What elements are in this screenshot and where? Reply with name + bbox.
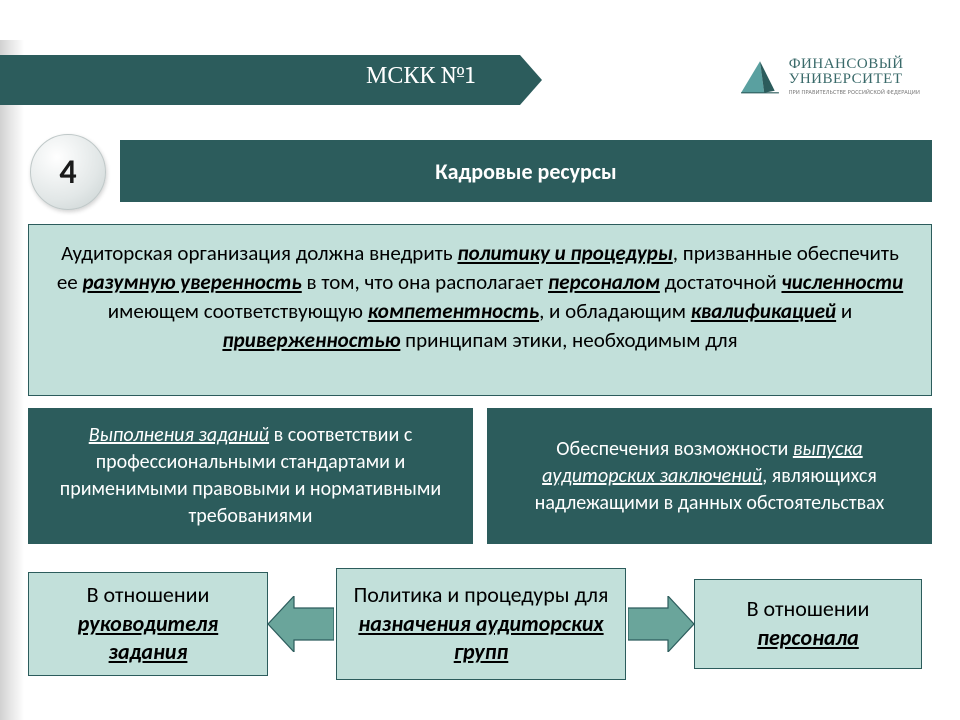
bottom-right-text: В отношении персонала	[705, 595, 911, 652]
left-shadow	[0, 40, 24, 720]
bottom-row: В отношении руководителя задания Политик…	[28, 568, 932, 680]
slide-number-badge: 4	[30, 134, 106, 210]
bottom-mid-text: Политика и процедуры для назначения ауди…	[347, 581, 615, 667]
bottom-right-box: В отношении персонала	[694, 579, 922, 669]
two-column-row: Выполнения заданий в соответствии с проф…	[28, 408, 932, 544]
header-label: МСКК №1	[366, 61, 474, 90]
logo-line2: УНИВЕРСИТЕТ	[789, 72, 920, 87]
col-left: Выполнения заданий в соответствии с проф…	[28, 408, 473, 544]
col-right: Обеспечения возможности выпуска аудиторс…	[487, 408, 932, 544]
bottom-mid-box: Политика и процедуры для назначения ауди…	[336, 568, 626, 680]
university-logo: ФИНАНСОВЫЙ УНИВЕРСИТЕТ ПРИ ПРАВИТЕЛЬСТВЕ…	[739, 55, 920, 97]
section-title: Кадровые ресурсы	[120, 140, 932, 202]
col-right-text: Обеспечения возможности выпуска аудиторс…	[501, 436, 918, 517]
arrow-left-icon	[268, 596, 334, 652]
logo-line3: ПРИ ПРАВИТЕЛЬСТВЕ РОССИЙСКОЙ ФЕДЕРАЦИИ	[789, 89, 920, 95]
bottom-left-box: В отношении руководителя задания	[28, 572, 268, 676]
main-paragraph-box: Аудиторская организация должна внедрить …	[28, 224, 932, 396]
logo-icon	[739, 55, 781, 97]
col-left-text: Выполнения заданий в соответствии с проф…	[42, 422, 459, 530]
arrow-right-icon	[628, 596, 694, 652]
main-paragraph: Аудиторская организация должна внедрить …	[51, 239, 909, 355]
header-arrow-tip	[520, 55, 542, 105]
bottom-left-text: В отношении руководителя задания	[39, 581, 257, 667]
logo-line1: ФИНАНСОВЫЙ	[789, 57, 920, 72]
